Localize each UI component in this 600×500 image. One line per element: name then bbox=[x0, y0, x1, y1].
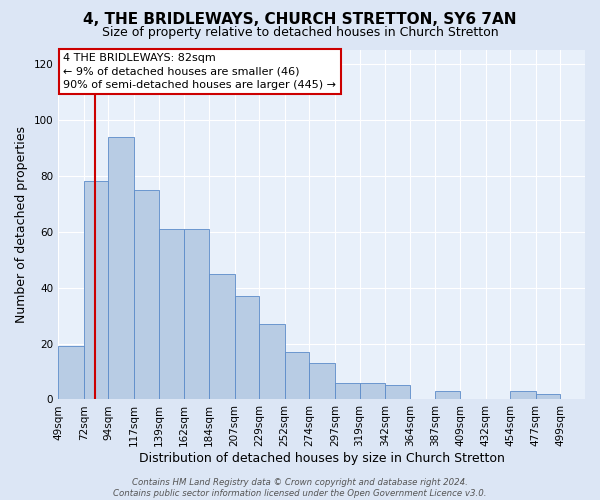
Bar bbox=[285, 352, 310, 400]
X-axis label: Distribution of detached houses by size in Church Stretton: Distribution of detached houses by size … bbox=[139, 452, 505, 465]
Bar bbox=[510, 391, 536, 400]
Bar bbox=[359, 382, 385, 400]
Bar bbox=[84, 182, 109, 400]
Bar bbox=[259, 324, 285, 400]
Bar bbox=[536, 394, 560, 400]
Bar bbox=[158, 229, 184, 400]
Text: 4 THE BRIDLEWAYS: 82sqm
← 9% of detached houses are smaller (46)
90% of semi-det: 4 THE BRIDLEWAYS: 82sqm ← 9% of detached… bbox=[64, 54, 337, 90]
Bar bbox=[436, 391, 460, 400]
Bar bbox=[335, 382, 359, 400]
Bar bbox=[235, 296, 259, 400]
Bar bbox=[310, 363, 335, 400]
Bar bbox=[109, 136, 134, 400]
Bar bbox=[134, 190, 158, 400]
Bar bbox=[58, 346, 84, 400]
Bar bbox=[184, 229, 209, 400]
Text: Contains HM Land Registry data © Crown copyright and database right 2024.
Contai: Contains HM Land Registry data © Crown c… bbox=[113, 478, 487, 498]
Bar bbox=[209, 274, 235, 400]
Text: Size of property relative to detached houses in Church Stretton: Size of property relative to detached ho… bbox=[101, 26, 499, 39]
Text: 4, THE BRIDLEWAYS, CHURCH STRETTON, SY6 7AN: 4, THE BRIDLEWAYS, CHURCH STRETTON, SY6 … bbox=[83, 12, 517, 28]
Y-axis label: Number of detached properties: Number of detached properties bbox=[15, 126, 28, 323]
Bar bbox=[385, 386, 410, 400]
